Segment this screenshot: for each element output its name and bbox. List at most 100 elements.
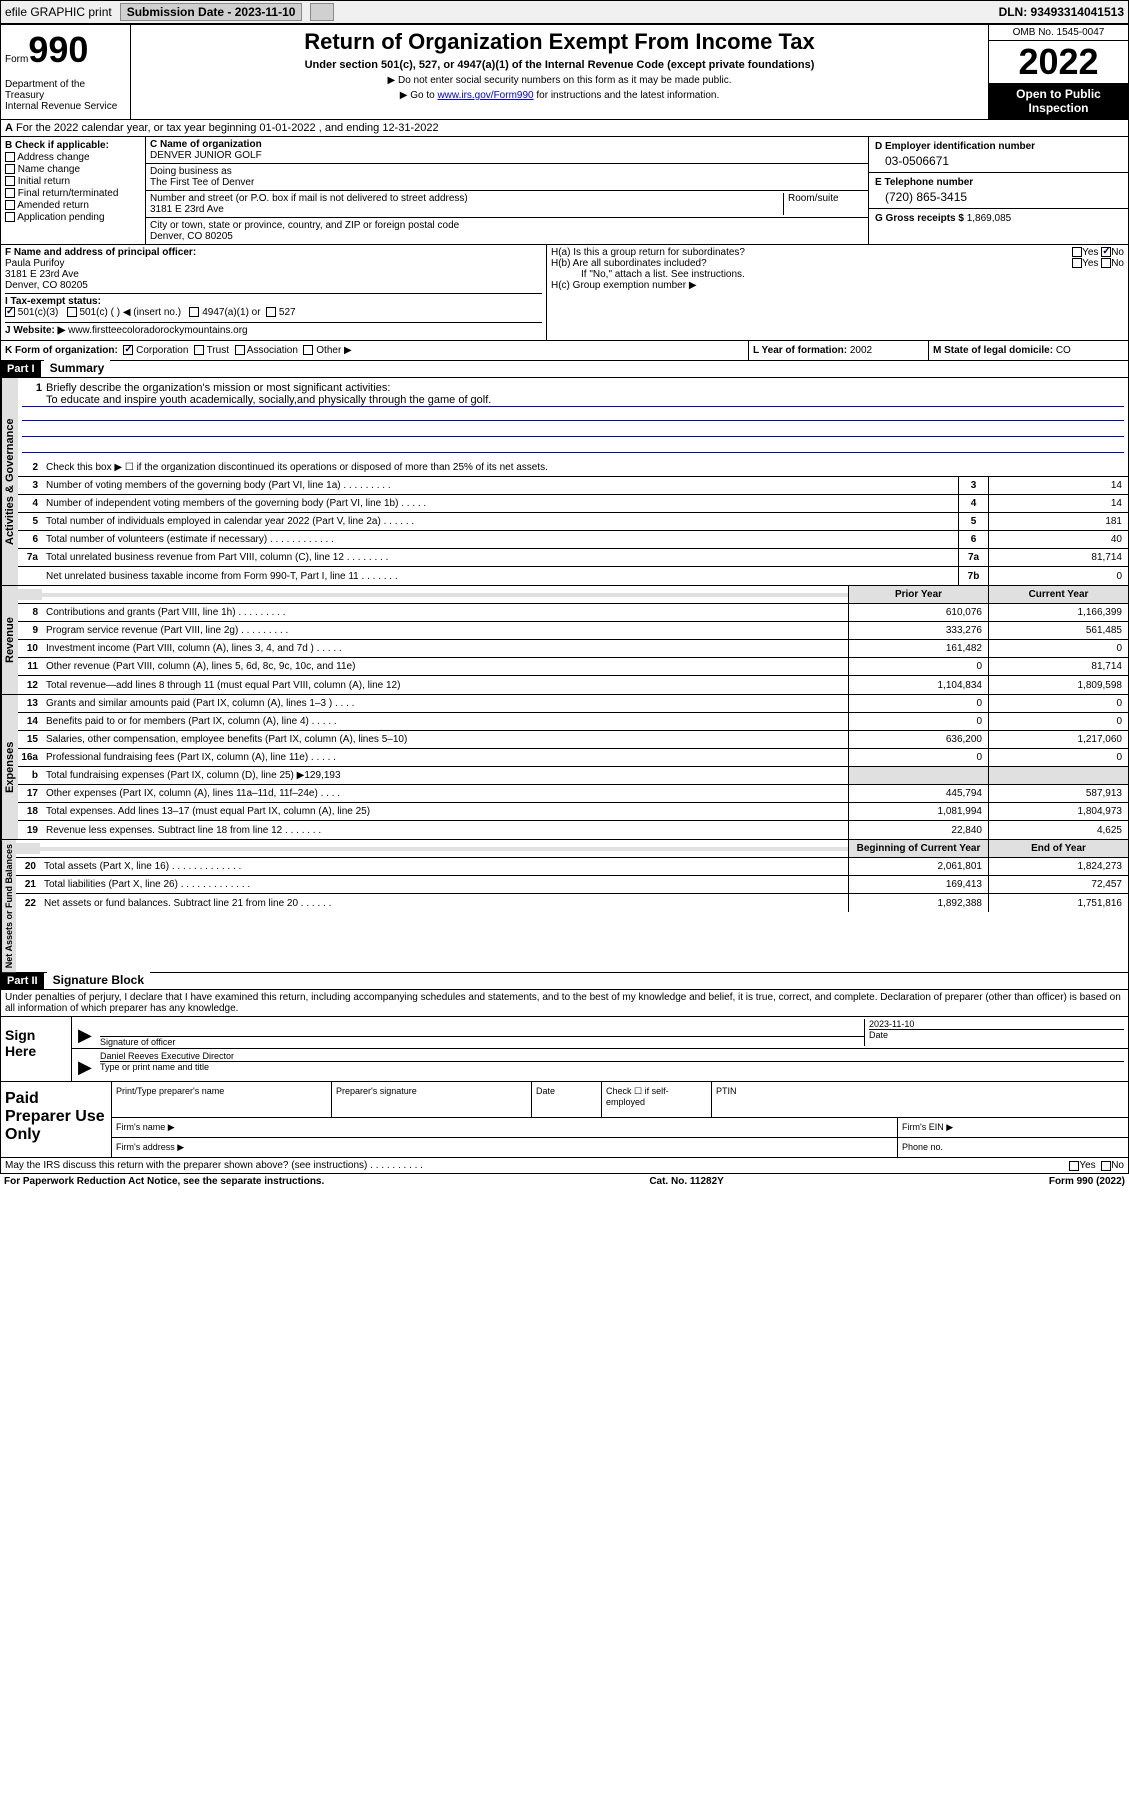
gross-label: G Gross receipts $ (875, 213, 964, 224)
part1-rev: Revenue Prior YearCurrent Year 8Contribu… (0, 586, 1129, 695)
empty-btn[interactable] (310, 3, 334, 21)
chk-ha-yes[interactable] (1072, 247, 1082, 257)
room-label: Room/suite (784, 193, 864, 215)
vtext-netassets: Net Assets or Fund Balances (1, 840, 16, 972)
form-header: Form 990 Department of the Treasury Inte… (0, 24, 1129, 120)
instr2-post: for instructions and the latest informat… (534, 90, 720, 101)
part1-gov: Activities & Governance 1Briefly describ… (0, 378, 1129, 586)
dln-label: DLN: 93493314041513 (999, 5, 1124, 19)
part2-header: Part II (1, 973, 44, 989)
hdr-curr: Current Year (988, 586, 1128, 603)
l6-val: 40 (988, 531, 1128, 548)
domicile-label: M State of legal domicile: (933, 345, 1053, 356)
chk-name-change[interactable] (5, 164, 15, 174)
chk-initial[interactable] (5, 176, 15, 186)
chk-4947[interactable] (189, 307, 199, 317)
l5-val: 181 (988, 513, 1128, 530)
discuss-label: May the IRS discuss this return with the… (5, 1160, 1069, 1171)
chk-corp[interactable] (123, 345, 133, 355)
chk-final[interactable] (5, 188, 15, 198)
section-fh: F Name and address of principal officer:… (0, 245, 1129, 341)
sig-date: 2023-11-10 (869, 1019, 1124, 1029)
paperwork-notice: For Paperwork Reduction Act Notice, see … (4, 1176, 324, 1187)
chk-501c3[interactable] (5, 307, 15, 317)
chk-addr-change[interactable] (5, 152, 15, 162)
officer-addr2: Denver, CO 80205 (5, 280, 542, 291)
domicile: CO (1056, 345, 1071, 356)
dept-label: Department of the Treasury Internal Reve… (5, 79, 126, 112)
website-label: J Website: ▶ (5, 325, 65, 336)
chk-assoc[interactable] (235, 345, 245, 355)
sign-here-block: Sign Here ▶ Signature of officer 2023-11… (0, 1017, 1129, 1082)
section-a: A For the 2022 calendar year, or tax yea… (0, 120, 1129, 137)
vtext-expenses: Expenses (1, 695, 18, 839)
officer-addr1: 3181 E 23rd Ave (5, 269, 542, 280)
year-formation-label: L Year of formation: (753, 345, 847, 356)
mission-text: To educate and inspire youth academicall… (22, 394, 1124, 407)
ein-value: 03-0506671 (875, 152, 1122, 168)
form-org-label: K Form of organization: (5, 345, 118, 356)
sign-here-label: Sign Here (1, 1017, 71, 1081)
form-number: 990 (28, 29, 88, 71)
prep-check-label: Check ☐ if self-employed (602, 1082, 712, 1117)
chk-other[interactable] (303, 345, 313, 355)
sig-arrow-icon: ▶ (78, 1025, 92, 1046)
l4-val: 14 (988, 495, 1128, 512)
tax-year: 2022 (989, 41, 1128, 83)
sig-officer-label: Signature of officer (100, 1037, 175, 1047)
l3-val: 14 (988, 477, 1128, 494)
city-label: City or town, state or province, country… (150, 220, 864, 231)
section-a-label: A (5, 122, 13, 134)
officer-name: Paula Purifoy (5, 258, 542, 269)
chk-amended[interactable] (5, 200, 15, 210)
chk-discuss-yes[interactable] (1069, 1161, 1079, 1171)
chk-hb-no[interactable] (1101, 258, 1111, 268)
part1-exp: Expenses 13Grants and similar amounts pa… (0, 695, 1129, 840)
l7b-val: 0 (988, 567, 1128, 585)
omb-number: OMB No. 1545-0047 (989, 25, 1128, 41)
form-label: Form (5, 54, 28, 65)
section-bcde: B Check if applicable: Address change Na… (0, 137, 1129, 245)
h-a-label: H(a) Is this a group return for subordin… (551, 247, 745, 258)
chk-501c[interactable] (67, 307, 77, 317)
firm-name-label: Firm's name ▶ (112, 1118, 898, 1137)
part1-header: Part I (1, 361, 41, 377)
instr-1: ▶ Do not enter social security numbers o… (141, 75, 978, 86)
efile-label: efile GRAPHIC print (5, 5, 112, 19)
ptin-label: PTIN (712, 1082, 1128, 1117)
org-name: DENVER JUNIOR GOLF (150, 150, 864, 161)
instr-2: ▶ Go to www.irs.gov/Form990 for instruct… (141, 90, 978, 101)
h-b-label: H(b) Are all subordinates included? (551, 258, 707, 269)
top-bar: efile GRAPHIC print Submission Date - 20… (0, 0, 1129, 24)
addr-label: Number and street (or P.O. box if mail i… (150, 193, 779, 204)
prep-sig-label: Preparer's signature (332, 1082, 532, 1117)
section-de: D Employer identification number 03-0506… (868, 137, 1128, 244)
street-addr: 3181 E 23rd Ave (150, 204, 779, 215)
year-formation: 2002 (850, 345, 872, 356)
l1-desc: Briefly describe the organization's miss… (46, 382, 390, 394)
irs-link[interactable]: www.irs.gov/Form990 (437, 90, 533, 101)
org-name-label: C Name of organization (150, 139, 864, 150)
section-c: C Name of organization DENVER JUNIOR GOL… (146, 137, 868, 244)
part1-title: Summary (44, 359, 111, 377)
chk-ha-no[interactable] (1101, 247, 1111, 257)
chk-discuss-no[interactable] (1101, 1161, 1111, 1171)
firm-addr-label: Firm's address ▶ (112, 1138, 898, 1157)
chk-hb-yes[interactable] (1072, 258, 1082, 268)
chk-app-pending[interactable] (5, 212, 15, 222)
chk-527[interactable] (266, 307, 276, 317)
city-value: Denver, CO 80205 (150, 231, 864, 242)
part2-title: Signature Block (47, 971, 150, 989)
instr2-pre: ▶ Go to (400, 90, 438, 101)
cat-no: Cat. No. 11282Y (649, 1176, 723, 1187)
discuss-row: May the IRS discuss this return with the… (0, 1158, 1129, 1174)
section-b-label: B Check if applicable: (5, 140, 109, 151)
submission-date-btn[interactable]: Submission Date - 2023-11-10 (120, 3, 303, 21)
section-b: B Check if applicable: Address change Na… (1, 137, 146, 244)
dba-label: Doing business as (150, 166, 864, 177)
form-subtitle: Under section 501(c), 527, or 4947(a)(1)… (141, 59, 978, 71)
gross-value: 1,869,085 (967, 213, 1012, 224)
chk-trust[interactable] (194, 345, 204, 355)
open-inspection: Open to Public Inspection (989, 83, 1128, 119)
ein-label: D Employer identification number (875, 141, 1035, 152)
